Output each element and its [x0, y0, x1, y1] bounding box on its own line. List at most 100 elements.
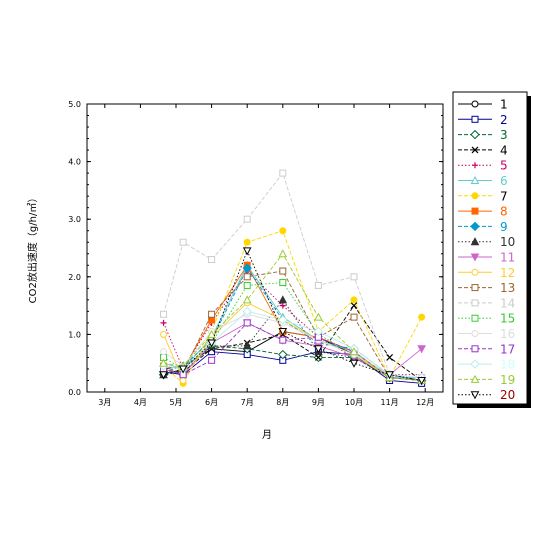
legend-marker [470, 391, 480, 400]
data-point [208, 310, 216, 318]
data-point [278, 349, 288, 360]
legend-item: 20 [458, 388, 515, 402]
data-point [243, 238, 251, 246]
data-point [349, 359, 359, 368]
data-point [208, 356, 216, 364]
data-point [314, 345, 323, 354]
legend-item: 11 [458, 251, 515, 265]
y-tick-label: 5.0 [68, 100, 81, 109]
data-point [159, 371, 168, 380]
data-point [417, 345, 426, 354]
legend-item: 10 [458, 235, 515, 249]
legend-item: 9 [458, 220, 508, 234]
data-point [242, 263, 252, 273]
legend-marker [471, 100, 479, 108]
series-group [158, 169, 427, 387]
series-line [163, 299, 422, 381]
x-tick-label: 3月 [98, 398, 111, 407]
legend-label: 19 [500, 373, 515, 387]
series-14 [160, 169, 426, 382]
x-tick-label: 11月 [381, 398, 399, 407]
data-point [314, 354, 322, 361]
legend-item: 16 [458, 327, 515, 341]
legend-marker [471, 314, 479, 322]
x-tick-label: 4月 [134, 398, 147, 407]
legend-box [452, 91, 528, 405]
series-line [163, 252, 422, 381]
legend-marker [470, 237, 480, 246]
data-point [279, 227, 287, 235]
data-point [278, 295, 288, 304]
data-point [242, 247, 252, 256]
legend-marker [470, 359, 480, 369]
data-point [207, 329, 216, 338]
legend-marker [471, 345, 479, 353]
data-point [385, 371, 394, 380]
data-point [160, 348, 168, 356]
legend-marker [472, 162, 478, 169]
data-point [160, 330, 168, 338]
legend-label: 1 [500, 98, 508, 112]
legend-item: 19 [458, 373, 515, 387]
legend-item: 14 [458, 296, 515, 310]
legend-marker [471, 115, 479, 123]
data-point [313, 326, 324, 337]
legend-label: 14 [500, 296, 515, 310]
data-point [279, 302, 286, 309]
legend-marker [470, 374, 480, 383]
legend-label: 7 [500, 189, 508, 203]
legend-marker [471, 146, 479, 154]
y-tick-label: 2.0 [68, 273, 81, 282]
data-point [243, 319, 251, 327]
data-point [179, 238, 187, 246]
legend-marker [470, 129, 480, 140]
legend-label: 17 [500, 342, 515, 356]
series-11 [159, 319, 426, 380]
data-point [314, 281, 322, 289]
x-tick-label: 7月 [241, 398, 254, 407]
data-point [314, 312, 323, 321]
legend-item: 17 [458, 342, 515, 356]
x-tick-label: 6月 [205, 398, 218, 407]
series-15 [160, 279, 426, 384]
data-point [278, 328, 288, 337]
legend-label: 6 [500, 174, 508, 188]
axes: 0.0 1.0 2.0 3.0 4.0 5.0 3月 4月 5月 6月 7月 8月 9月 10月 11月 12… [68, 100, 443, 407]
plot-frame [86, 103, 444, 393]
data-point [386, 354, 394, 361]
data-point [418, 313, 426, 321]
data-point [350, 302, 358, 310]
legend-item: 12 [458, 266, 515, 280]
data-point [350, 296, 358, 304]
x-tick-label: 9月 [312, 398, 325, 407]
data-point [160, 310, 168, 318]
data-point [242, 295, 252, 304]
x-tick-label: 8月 [276, 398, 289, 407]
legend-label: 16 [500, 327, 515, 341]
legend-item: 5 [458, 159, 508, 173]
data-point [279, 169, 287, 177]
data-point [279, 279, 287, 287]
data-point [242, 341, 252, 350]
legend-item: 8 [458, 205, 508, 219]
legend-label: 13 [500, 281, 515, 295]
legend-marker [471, 268, 479, 276]
series-line [163, 264, 422, 379]
y-tick-label: 3.0 [68, 215, 81, 224]
legend-label: 11 [500, 251, 515, 265]
y-tick-label: 0.0 [68, 388, 81, 397]
data-point [417, 376, 426, 386]
legend-item: 7 [458, 189, 508, 203]
x-tick-label: 12月 [416, 398, 434, 407]
legend-label: 4 [500, 143, 508, 157]
legend-item: 15 [458, 312, 515, 326]
legend-label: 3 [500, 128, 508, 142]
data-point [243, 215, 251, 223]
series-line [163, 267, 422, 381]
y-tick-label: 4.0 [68, 158, 81, 167]
data-point [350, 313, 358, 321]
data-point [279, 267, 287, 275]
legend-label: 20 [500, 388, 515, 402]
data-point [208, 256, 216, 264]
